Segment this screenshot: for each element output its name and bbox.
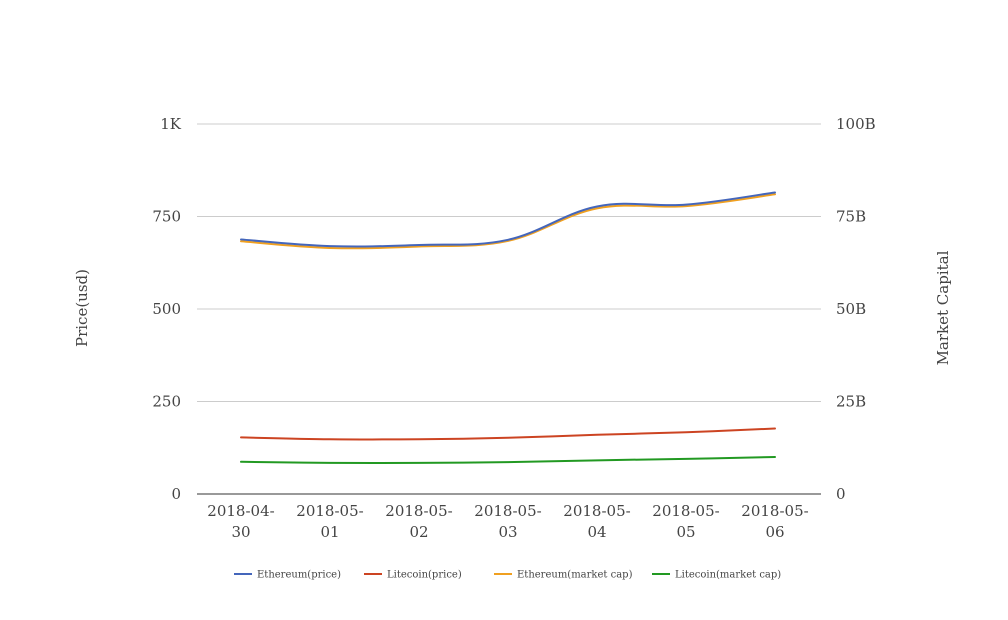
y-tick-label-left: 250 <box>152 393 181 411</box>
y-tick-label-right: 75B <box>836 208 866 226</box>
legend-item-litecoin-price: Litecoin(price) <box>364 570 462 581</box>
series-line-ethereum-market-cap <box>240 193 776 250</box>
x-tick-label: 2018-05-06 <box>741 502 808 541</box>
x-tick-label: 2018-05-04 <box>563 502 630 541</box>
legend-label: Ethereum(market cap) <box>517 570 633 581</box>
series-line-litecoin-market-cap <box>240 456 776 465</box>
y-axis-title-right: Market Capital <box>934 250 952 365</box>
legend-label: Litecoin(market cap) <box>675 570 781 581</box>
x-tick-label: 2018-05-02 <box>385 502 452 541</box>
y-tick-label-left: 500 <box>152 300 181 318</box>
series-line-ethereum-price <box>240 191 776 248</box>
x-tick-label: 2018-04-30 <box>207 502 274 541</box>
y-tick-label-left: 1K <box>160 115 182 133</box>
legend-item-ethereum-market-cap: Ethereum(market cap) <box>494 570 633 581</box>
y-tick-label-left: 0 <box>171 485 181 503</box>
x-tick-label: 2018-05-03 <box>474 502 541 541</box>
y-tick-label-right: 25B <box>836 393 866 411</box>
y-tick-label-right: 100B <box>836 115 876 133</box>
legend-item-ethereum-price: Ethereum(price) <box>234 570 341 581</box>
legend-label: Litecoin(price) <box>387 570 462 581</box>
x-tick-label: 2018-05-01 <box>296 502 363 541</box>
y-tick-label-right: 50B <box>836 300 866 318</box>
legend-label: Ethereum(price) <box>257 570 341 581</box>
y-axis-title-left: Price(usd) <box>73 269 91 347</box>
series-line-litecoin-price <box>240 427 776 441</box>
y-tick-label-left: 750 <box>152 208 181 226</box>
y-tick-label-right: 0 <box>836 485 846 503</box>
x-tick-label: 2018-05-05 <box>652 502 719 541</box>
legend-item-litecoin-market-cap: Litecoin(market cap) <box>652 570 781 581</box>
